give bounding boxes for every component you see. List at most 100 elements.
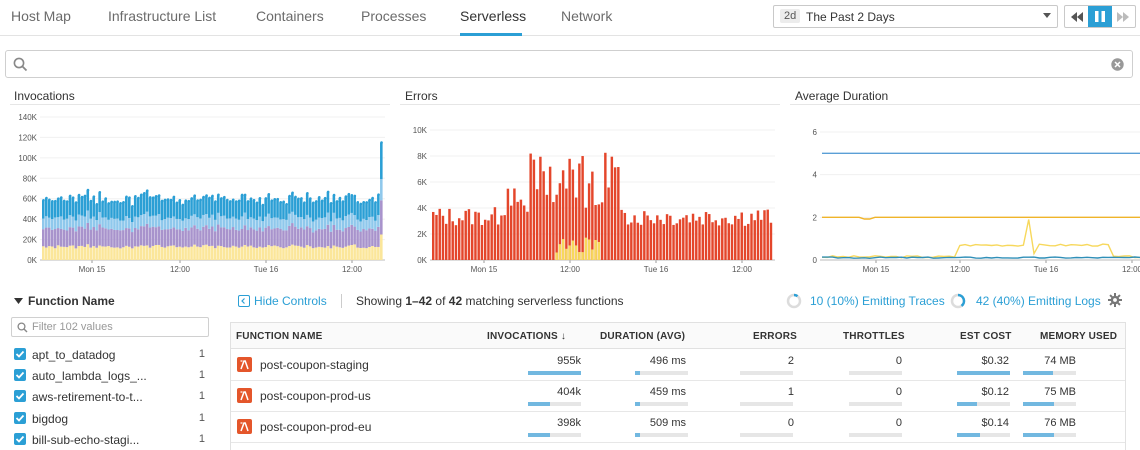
col-memory-used[interactable]: MEMORY USED: [1040, 331, 1118, 342]
facet-filter-input[interactable]: [32, 320, 202, 334]
errors-bar: [620, 209, 623, 260]
errors-chart[interactable]: 0K 2K 4K 6K 8K 10K Mon 15 12:00 Tue 16 12:00: [400, 104, 780, 274]
errors-bar: [760, 219, 763, 260]
errors-bar: [766, 209, 769, 260]
emitting-logs-link[interactable]: 42 (40%) Emitting Logs: [950, 293, 1101, 309]
invocations-bar: [282, 248, 285, 260]
invocations-point: [51, 200, 54, 203]
invocations-bar: [222, 247, 226, 260]
invocations-bar: [145, 223, 149, 246]
search-bar[interactable]: [5, 50, 1133, 78]
col-errors[interactable]: ERRORS: [753, 331, 797, 342]
invocations-bar: [169, 218, 173, 229]
tab-infrastructure-list[interactable]: Infrastructure List: [108, 8, 217, 24]
invocations-bar: [116, 230, 119, 248]
invocations-bar: [249, 245, 253, 260]
invocations-bar: [302, 247, 306, 260]
invocations-point: [65, 200, 69, 203]
invocations-bar: [332, 245, 336, 260]
col-function-name[interactable]: FUNCTION NAME: [236, 331, 323, 342]
errors-bar: [607, 187, 610, 260]
tab-containers[interactable]: Containers: [256, 8, 324, 24]
checkbox-checked-icon[interactable]: [14, 433, 26, 445]
invocations-point: [252, 198, 256, 202]
tab-serverless[interactable]: Serverless: [460, 8, 526, 36]
gear-icon[interactable]: [1108, 293, 1122, 307]
invocations-bar: [299, 227, 303, 247]
fast-forward-button[interactable]: [1112, 6, 1135, 27]
invocations-bar: [270, 218, 273, 230]
checkbox-checked-icon[interactable]: [14, 369, 26, 381]
facet-item[interactable]: apt_to_datadog 1: [14, 346, 209, 364]
facet-item[interactable]: bill-sub-echo-stagi... 1: [14, 431, 209, 449]
ring-fill: [793, 293, 799, 298]
invocations-chart-svg: 0K 20K 40K 60K 80K 100K 120K 140K Mon 15 12:00 Tue…: [18, 113, 385, 274]
errors-bar: [444, 223, 448, 260]
checkbox-checked-icon[interactable]: [14, 348, 26, 360]
invocations-bar: [83, 228, 87, 247]
facet-item[interactable]: aws-retirement-to-t... 1: [14, 388, 209, 406]
cell-bar-fill: [635, 433, 641, 437]
facet-item-count: 1: [198, 412, 205, 424]
invocations-bar: [47, 199, 51, 218]
invocations-bar: [261, 247, 264, 260]
invocations-bar: [359, 247, 362, 260]
errors-bar: [659, 219, 662, 260]
function-name[interactable]: post-coupon-staging: [260, 358, 369, 372]
ring-track: [786, 293, 802, 309]
clear-search-icon[interactable]: [1111, 58, 1124, 71]
cell-cost: $0.12: [981, 386, 1009, 398]
col-invocations[interactable]: INVOCATIONS ↓: [487, 331, 567, 342]
checkbox-checked-icon[interactable]: [14, 390, 26, 402]
invocations-bar: [139, 215, 143, 227]
invocations-point: [264, 197, 268, 200]
logs-progress-ring-icon: [950, 293, 966, 309]
rewind-button[interactable]: [1065, 6, 1088, 27]
errors-bar: [539, 156, 542, 260]
hide-controls-button[interactable]: Hide Controls: [238, 294, 327, 308]
facet-item-label: bill-sub-echo-stagi...: [32, 433, 140, 447]
pause-button[interactable]: [1088, 6, 1112, 27]
invocations-bar: [353, 226, 356, 245]
invocations-bar: [380, 234, 383, 260]
facet-title[interactable]: Function Name: [28, 294, 115, 308]
chevron-down-icon[interactable]: [14, 298, 23, 304]
emitting-traces-link[interactable]: 10 (10%) Emitting Traces: [786, 293, 945, 309]
function-name[interactable]: post-coupon-prod-eu: [260, 420, 372, 434]
invocations-point: [181, 203, 185, 207]
invocations-bar: [225, 229, 229, 248]
invocations-bar: [291, 244, 294, 260]
facet-item-count: 1: [198, 369, 205, 381]
playback-controls: [1064, 5, 1136, 28]
invocations-point: [143, 192, 146, 195]
errors-bar: [490, 214, 493, 260]
table-row[interactable]: post-coupon-prod-us 404k 459 ms 1 0 $0.12 75 M…: [231, 381, 1125, 412]
cell-bar-throttles: [849, 433, 902, 437]
cell-invocations: 404k: [557, 386, 581, 398]
table-row[interactable]: post-coupon-prod-eu 398k 509 ms 0 0 $0.14 76 M…: [231, 412, 1125, 443]
facet-item[interactable]: auto_lambda_logs_... 1: [14, 367, 209, 385]
tab-network[interactable]: Network: [561, 8, 613, 24]
invocations-bar: [59, 228, 63, 247]
invocations-bar: [68, 215, 72, 228]
col-duration[interactable]: DURATION (AVG): [600, 331, 686, 342]
invocations-point: [303, 201, 306, 205]
col-throttles[interactable]: THROTTLES: [843, 331, 905, 342]
col-est-cost[interactable]: EST COST: [960, 331, 1012, 342]
duration-chart[interactable]: 0 2 4 6 Mon 15 12:00 Tue 16 12:00: [790, 104, 1140, 274]
facet-item[interactable]: bigdog 1: [14, 410, 209, 428]
invocations-bar: [107, 246, 110, 260]
invocations-bar: [59, 246, 63, 260]
tab-processes[interactable]: Processes: [361, 8, 427, 24]
facet-filter-field[interactable]: [11, 317, 209, 337]
cell-bar-throttles: [849, 371, 902, 375]
invocations-chart[interactable]: 0K 20K 40K 60K 80K 100K 120K 140K Mon 15 12:00 Tue…: [10, 104, 390, 274]
errors-bar: [636, 222, 640, 260]
y-tick-label: 4: [813, 171, 818, 180]
errors-bar: [522, 205, 526, 260]
checkbox-checked-icon[interactable]: [14, 412, 26, 424]
table-row[interactable]: post-coupon-staging 955k 496 ms 2 0 $0.32 74 M…: [231, 350, 1125, 381]
tab-host-map[interactable]: Host Map: [11, 8, 71, 24]
function-name[interactable]: post-coupon-prod-us: [260, 389, 371, 403]
time-range-select[interactable]: 2d The Past 2 Days: [773, 5, 1058, 28]
